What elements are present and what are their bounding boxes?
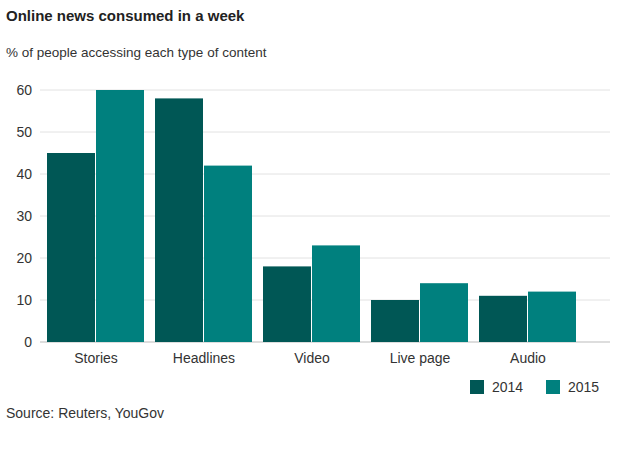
x-tick-label: Audio: [510, 350, 546, 366]
bars: [47, 90, 576, 342]
bar: [96, 90, 144, 342]
y-tick-label: 0: [24, 334, 32, 350]
legend: 2014 2015: [470, 379, 599, 395]
legend-label: 2014: [492, 379, 523, 395]
legend-label: 2015: [568, 379, 599, 395]
y-tick-label: 10: [16, 292, 32, 308]
chart: Online news consumed in a week % of peopl…: [0, 0, 624, 452]
x-tick-label: Live page: [390, 350, 451, 366]
bar: [263, 266, 311, 342]
bar: [47, 153, 95, 342]
legend-swatch: [546, 380, 560, 394]
x-tick-label: Video: [294, 350, 330, 366]
y-tick-label: 40: [16, 166, 32, 182]
bar: [528, 292, 576, 342]
y-tick-label: 50: [16, 124, 32, 140]
y-tick-label: 20: [16, 250, 32, 266]
bar: [479, 296, 527, 342]
x-tick-label: Headlines: [173, 350, 235, 366]
grid: [40, 90, 610, 342]
y-tick-label: 30: [16, 208, 32, 224]
bar: [371, 300, 419, 342]
legend-swatch: [470, 380, 484, 394]
bar: [204, 166, 252, 342]
bar: [420, 283, 468, 342]
bar: [155, 98, 203, 342]
y-tick-label: 60: [16, 82, 32, 98]
title: Online news consumed in a week: [6, 7, 245, 24]
bar: [312, 245, 360, 342]
subtitle: % of people accessing each type of conte…: [6, 45, 267, 60]
x-tick-label: Stories: [74, 350, 118, 366]
source: Source: Reuters, YouGov: [6, 405, 164, 421]
